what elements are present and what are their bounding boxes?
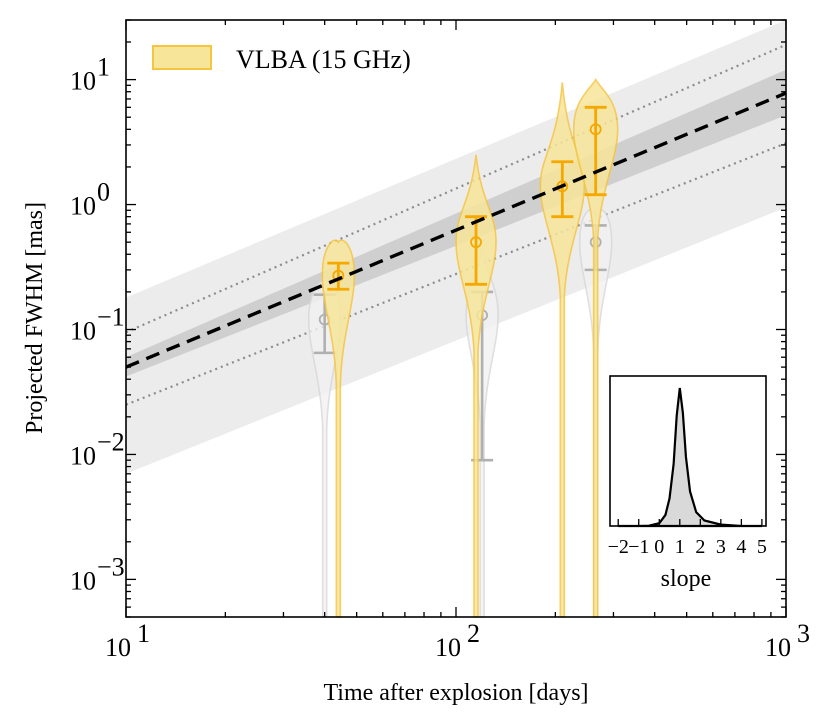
y-tick-exp-4: 1 [97, 53, 110, 82]
inset-tick-labels: −2 −1 0 1 2 3 4 5 [608, 536, 767, 558]
x-tick-exp-2: 3 [797, 619, 810, 648]
inset-tick-label-4: 2 [695, 536, 705, 558]
fit-line [125, 91, 787, 369]
inset-tick-label-5: 3 [716, 536, 726, 558]
inset-tick-label-3: 1 [675, 536, 685, 558]
y-tick-exp-1: −2 [97, 427, 125, 456]
y-tick-exp-0: −3 [97, 552, 125, 581]
inset-slope-distribution [618, 387, 762, 528]
x-tick-label-2: 10 [765, 633, 791, 662]
data-marks [307, 77, 619, 618]
legend-label: VLBA (15 GHz) [236, 45, 411, 74]
x-tick-label-0: 10 [105, 633, 131, 662]
y-tick-label-0: 10 [70, 566, 96, 595]
axis-ticks [125, 19, 787, 618]
y-tick-label-3: 10 [70, 192, 96, 221]
legend: VLBA (15 GHz) [152, 45, 411, 74]
vlba-1-point [470, 236, 482, 249]
inset-ticks [617, 519, 763, 526]
inset-tick-label-0: −2 [608, 536, 629, 558]
vlba-3-point [589, 123, 602, 136]
inset-tick-label-1: −1 [628, 536, 649, 558]
x-tick-labels: 10 1 10 2 10 3 [105, 619, 810, 662]
x-tick-label-1: 10 [435, 633, 461, 662]
x-tick-exp-0: 1 [137, 619, 150, 648]
inset-x-axis-title: slope [661, 566, 712, 592]
y-tick-label-1: 10 [70, 441, 96, 470]
y-axis-title: Projected FWHM [mas] [22, 202, 48, 434]
inset-tick-label-6: 4 [736, 536, 746, 558]
legend-swatch [152, 45, 212, 70]
x-axis-title: Time after explosion [days] [323, 680, 588, 706]
y-tick-label-2: 10 [70, 317, 96, 346]
inset-tick-label-2: 0 [654, 536, 664, 558]
y-tick-exp-3: 0 [97, 178, 110, 207]
y-tick-label-4: 10 [70, 67, 96, 96]
y-tick-exp-2: −1 [97, 303, 125, 332]
slope-inset: −2 −1 0 1 2 3 4 5 slope [608, 375, 767, 592]
x-tick-exp-1: 2 [467, 619, 480, 648]
inset-tick-label-7: 5 [757, 536, 767, 558]
dotted-lower-line [125, 142, 787, 406]
